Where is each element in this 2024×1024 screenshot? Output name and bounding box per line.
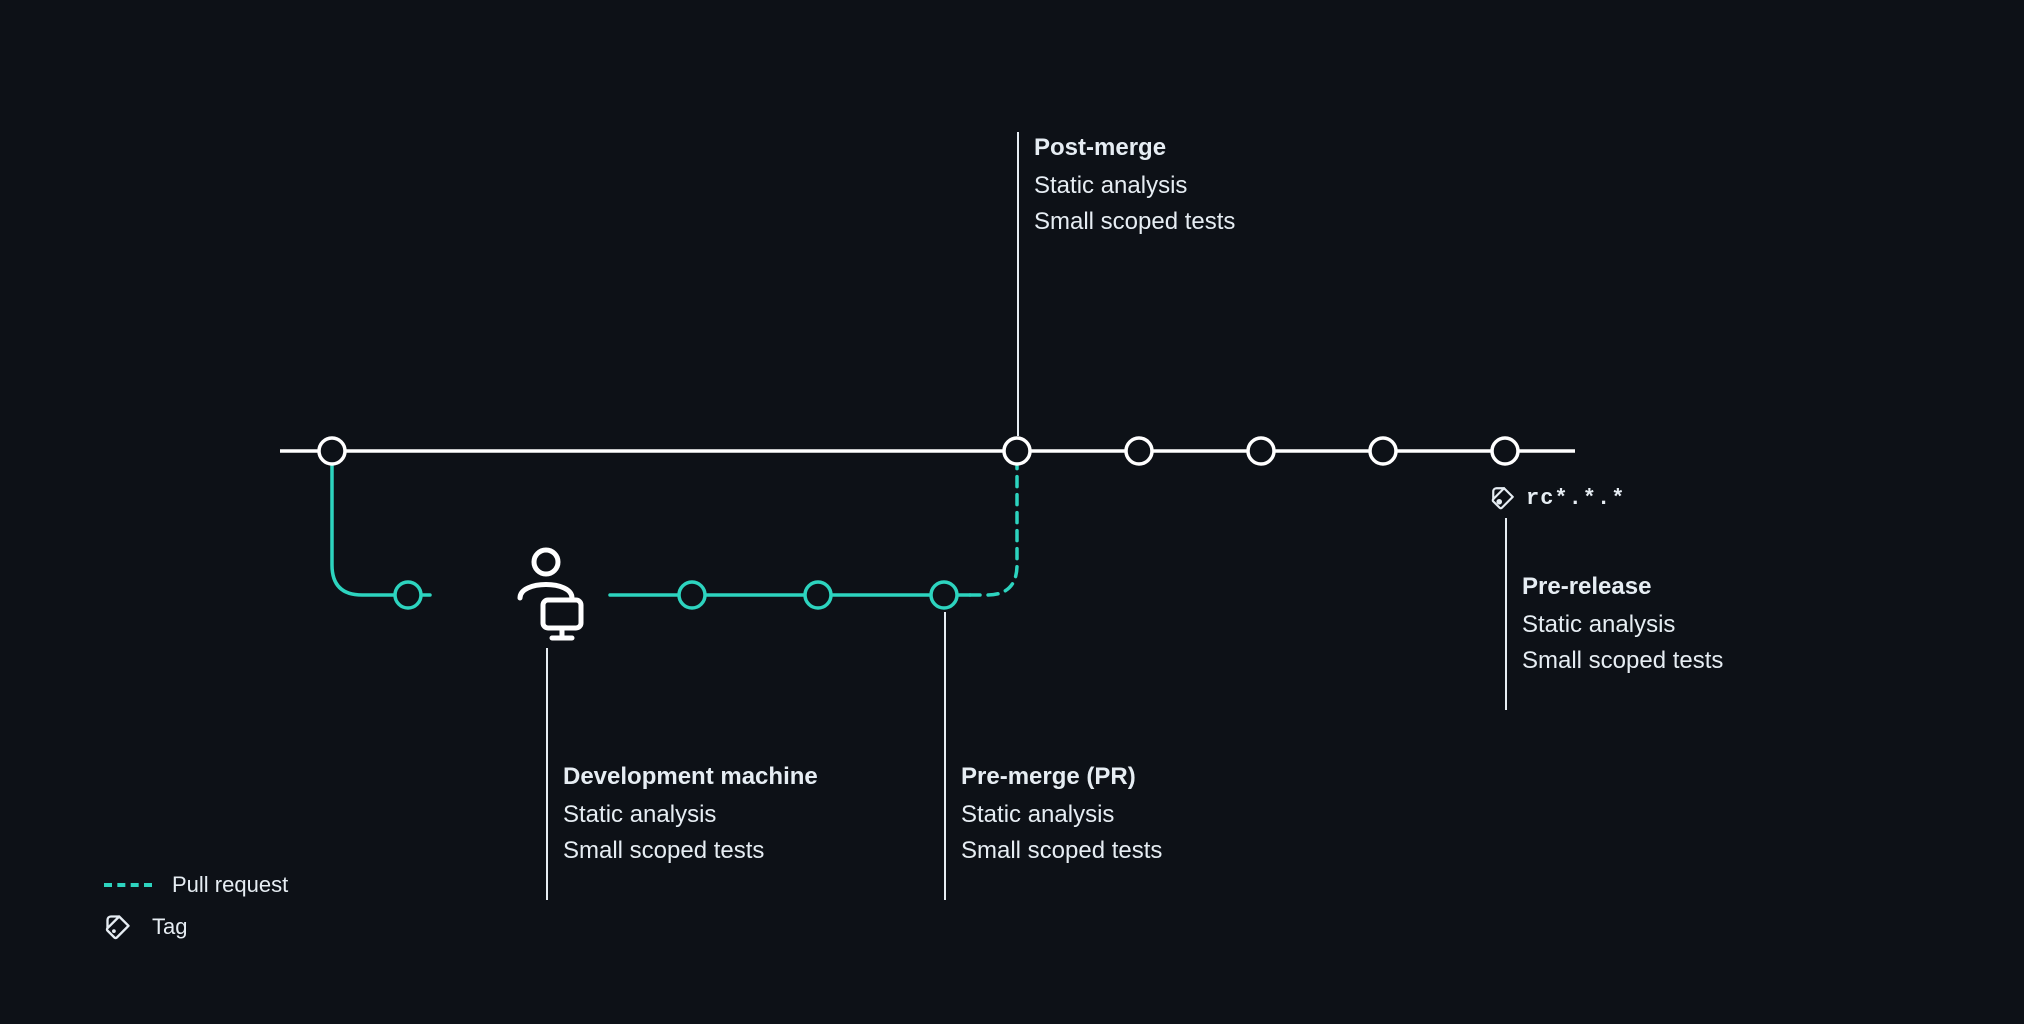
tag-rc-label: rc*.*.* [1490, 485, 1625, 511]
pre-release-label: Pre-release Static analysis Small scoped… [1522, 569, 1723, 679]
tag-icon [104, 913, 132, 941]
dev-machine-label: Development machine Static analysis Smal… [563, 759, 818, 869]
legend-pr-text: Pull request [172, 872, 288, 898]
pre-merge-line-1: Static analysis [961, 797, 1162, 833]
pre-release-title: Pre-release [1522, 569, 1723, 605]
legend-tag: Tag [104, 910, 288, 944]
pre-merge-label: Pre-merge (PR) Static analysis Small sco… [961, 759, 1162, 869]
legend: Pull request Tag [104, 868, 288, 952]
dev-machine-stem [546, 648, 548, 900]
pre-release-stem [1505, 518, 1507, 710]
post-merge-stem [1017, 132, 1019, 436]
pre-merge-stem [944, 612, 946, 900]
post-merge-title: Post-merge [1034, 130, 1235, 166]
dash-swatch [104, 883, 152, 887]
dev-machine-line-1: Static analysis [563, 797, 818, 833]
developer-icon [520, 550, 581, 638]
tag-text: rc*.*.* [1526, 486, 1625, 511]
legend-pull-request: Pull request [104, 868, 288, 902]
pre-merge-line-2: Small scoped tests [961, 833, 1162, 869]
tag-icon [1490, 485, 1516, 511]
pre-release-line-1: Static analysis [1522, 607, 1723, 643]
dev-machine-line-2: Small scoped tests [563, 833, 818, 869]
dev-machine-title: Development machine [563, 759, 818, 795]
pre-release-line-2: Small scoped tests [1522, 643, 1723, 679]
post-merge-label: Post-merge Static analysis Small scoped … [1034, 130, 1235, 240]
post-merge-line-2: Small scoped tests [1034, 204, 1235, 240]
git-flow-diagram [0, 0, 2024, 1024]
legend-tag-text: Tag [152, 914, 187, 940]
post-merge-line-1: Static analysis [1034, 168, 1235, 204]
pre-merge-title: Pre-merge (PR) [961, 759, 1162, 795]
